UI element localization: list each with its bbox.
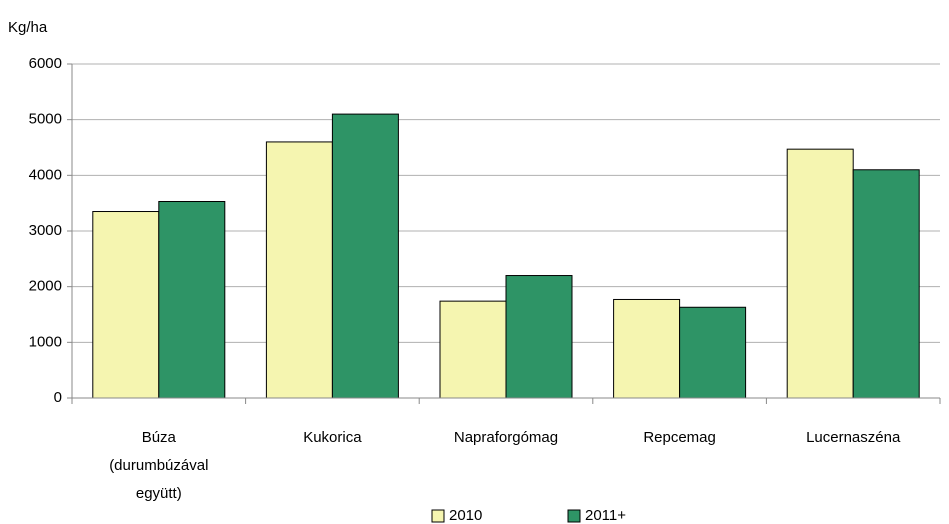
bar bbox=[265, 141, 333, 399]
y-tick-label: 3000 bbox=[29, 222, 62, 239]
bar bbox=[331, 113, 399, 399]
bar bbox=[158, 200, 226, 399]
bar bbox=[786, 148, 854, 399]
legend-swatch bbox=[431, 509, 445, 523]
bar bbox=[505, 275, 573, 399]
legend-label: 2011+ bbox=[585, 507, 626, 524]
bar bbox=[613, 298, 681, 399]
y-tick-label: 4000 bbox=[29, 166, 62, 183]
y-axis-label: Kg/ha bbox=[8, 19, 48, 36]
y-tick-label: 5000 bbox=[29, 111, 62, 128]
x-tick-label: Lucernaszéna bbox=[806, 429, 901, 446]
x-tick-label: Repcemag bbox=[643, 429, 716, 446]
x-tick-label: Napraforgómag bbox=[453, 429, 559, 446]
y-tick-label: 2000 bbox=[29, 278, 62, 295]
y-tick-label: 6000 bbox=[29, 55, 62, 72]
bar bbox=[439, 300, 507, 399]
legend-swatch bbox=[567, 509, 581, 523]
bar bbox=[852, 169, 920, 399]
bar bbox=[92, 211, 160, 399]
x-tick-label: Búza (durumbúzával együtt) bbox=[109, 429, 209, 502]
bar bbox=[679, 306, 747, 399]
y-tick-label: 1000 bbox=[29, 333, 62, 350]
legend-label: 2010 bbox=[449, 507, 482, 524]
y-tick-label: 0 bbox=[54, 389, 62, 406]
x-tick-label: Kukorica bbox=[303, 429, 362, 446]
